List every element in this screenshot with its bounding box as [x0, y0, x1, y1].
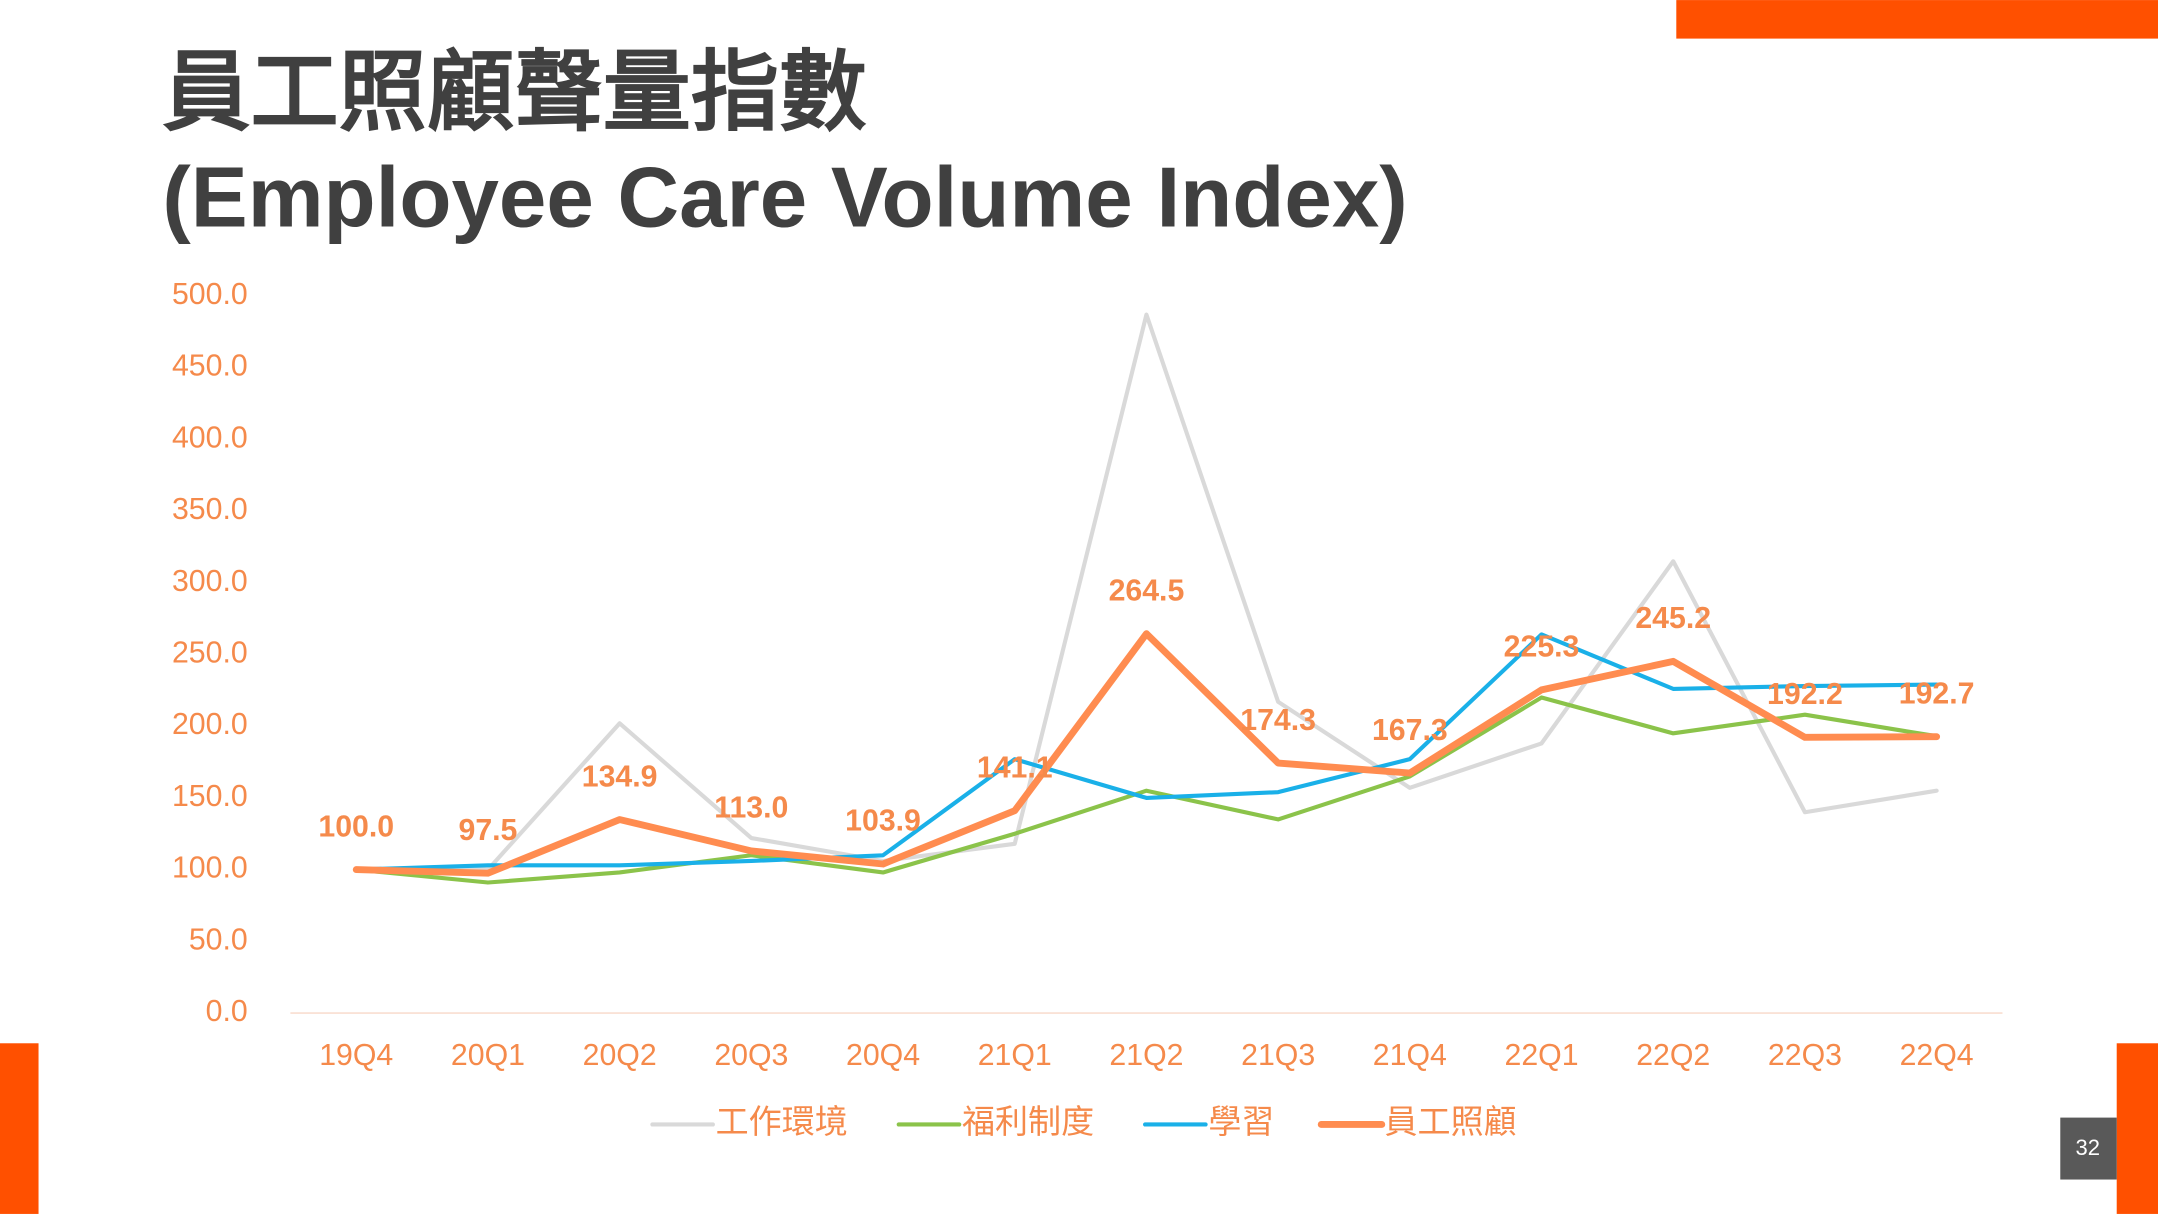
y-tick-label: 300.0: [172, 565, 248, 598]
y-tick-label: 400.0: [172, 421, 248, 454]
y-tick-label: 0.0: [206, 995, 248, 1028]
chart-subtitle: (Employee Care Volume Index): [162, 150, 1407, 245]
data-label: 103.9: [845, 805, 921, 838]
accent-bar: [1676, 0, 2158, 39]
legend-label: 工作環境: [716, 1103, 848, 1140]
series-line: [352, 630, 1941, 877]
x-tick-label: 22Q3: [1768, 1039, 1842, 1072]
series-line: [354, 632, 1939, 872]
y-tick-label: 350.0: [172, 493, 248, 526]
data-label: 174.3: [1240, 704, 1316, 737]
legend-label: 員工照顧: [1385, 1103, 1517, 1140]
x-tick-label: 20Q4: [846, 1039, 920, 1072]
y-tick-label: 100.0: [172, 852, 248, 885]
x-tick-label: 21Q3: [1241, 1039, 1315, 1072]
data-label: 167.3: [1372, 714, 1448, 747]
y-tick-label: 150.0: [172, 780, 248, 813]
legend-label: 學習: [1208, 1103, 1274, 1140]
data-label: 264.5: [1109, 574, 1185, 607]
data-label: 113.0: [714, 792, 788, 825]
chart-title: 員工照顧聲量指數: [162, 42, 867, 141]
x-tick-label: 22Q4: [1900, 1039, 1974, 1072]
accent-bar: [2116, 1043, 2158, 1214]
x-tick-label: 22Q1: [1505, 1039, 1579, 1072]
series-line: [354, 695, 1939, 885]
data-label: 192.7: [1899, 677, 1975, 710]
series-line: [354, 312, 1939, 872]
y-tick-label: 250.0: [172, 636, 248, 669]
y-tick-label: 500.0: [172, 278, 248, 311]
data-label: 100.0: [318, 810, 394, 843]
y-tick-label: 200.0: [172, 708, 248, 741]
x-tick-label: 20Q1: [451, 1039, 525, 1072]
page-number-box: [2060, 1117, 2117, 1180]
x-tick-label: 22Q2: [1636, 1039, 1710, 1072]
data-label: 97.5: [458, 814, 517, 847]
x-tick-label: 21Q2: [1109, 1039, 1183, 1072]
legend-label: 福利制度: [962, 1103, 1094, 1140]
x-tick-label: 21Q1: [978, 1039, 1052, 1072]
data-label: 134.9: [582, 760, 658, 793]
x-tick-label: 21Q4: [1373, 1039, 1447, 1072]
x-tick-label: 20Q2: [583, 1039, 657, 1072]
x-tick-label: 20Q3: [714, 1039, 788, 1072]
accent-bar: [0, 1043, 39, 1214]
data-label: 141.1: [977, 751, 1053, 784]
page-number: 32: [2076, 1135, 2101, 1160]
data-label: 245.2: [1635, 602, 1711, 635]
y-tick-label: 450.0: [172, 350, 248, 383]
y-tick-label: 50.0: [189, 923, 248, 956]
data-label: 192.2: [1767, 678, 1843, 711]
x-tick-label: 19Q4: [319, 1039, 393, 1072]
data-label: 225.3: [1504, 631, 1580, 664]
